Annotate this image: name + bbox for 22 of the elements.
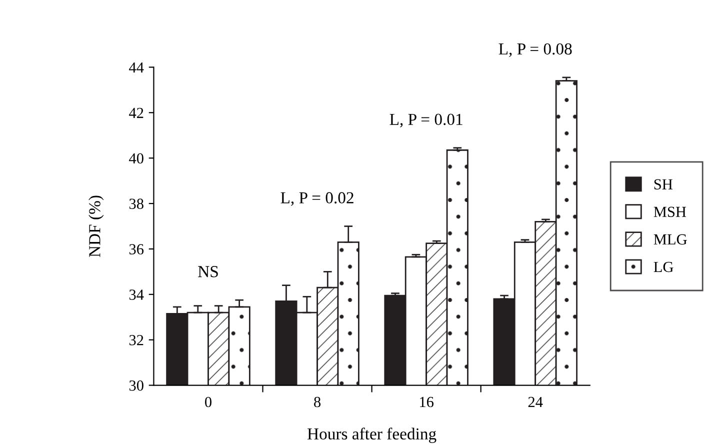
x-axis-title: Hours after feeding xyxy=(307,428,436,443)
y-axis-title: NDF (%) xyxy=(88,196,104,258)
legend-label: MSH xyxy=(654,206,686,218)
y-tick-label: 40 xyxy=(129,153,144,164)
annotation: NS xyxy=(198,266,218,278)
x-tick-label: 8 xyxy=(314,396,321,408)
legend-label: SH xyxy=(654,179,672,190)
x-tick-label: 24 xyxy=(528,396,543,408)
y-tick-label: 34 xyxy=(129,290,144,300)
y-tick-label: 44 xyxy=(129,62,144,72)
legend-label: LG xyxy=(654,262,674,272)
y-tick-label: 38 xyxy=(129,198,144,209)
x-tick-label: 16 xyxy=(420,396,434,408)
legend-label: MLG xyxy=(654,234,687,245)
annotation: L, P = 0.02 xyxy=(280,192,354,206)
x-tick-label: 0 xyxy=(205,396,212,408)
y-tick-label: 32 xyxy=(129,335,144,346)
annotation: L, P = 0.01 xyxy=(390,114,462,128)
y-tick-label: 42 xyxy=(129,108,144,118)
y-tick-label: 30 xyxy=(129,380,144,391)
text: L, P = 0.08 xyxy=(498,43,572,57)
y-tick-label: 36 xyxy=(129,244,144,254)
